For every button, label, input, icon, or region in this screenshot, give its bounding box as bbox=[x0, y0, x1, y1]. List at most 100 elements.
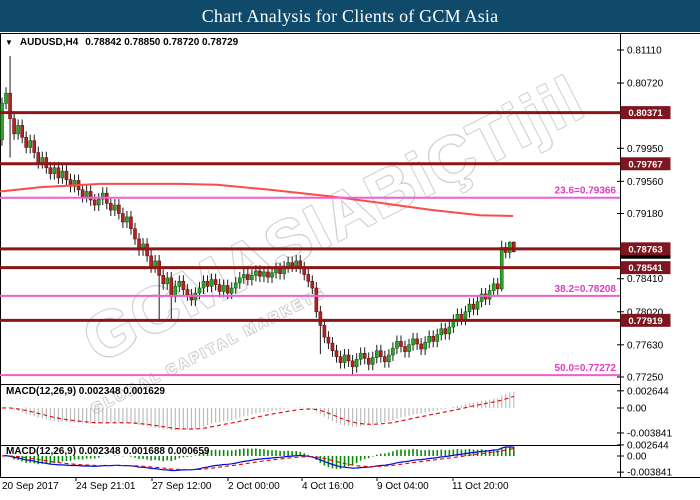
candle-body bbox=[362, 352, 367, 359]
macd1-signal-line bbox=[1, 395, 514, 430]
ohlc-values: 0.78842 0.78850 0.78720 0.78729 bbox=[85, 37, 239, 48]
fib-label: 23.6=0.79366 bbox=[555, 186, 617, 197]
candle-body bbox=[16, 125, 20, 135]
candle-body bbox=[205, 280, 210, 287]
candle-body bbox=[338, 356, 343, 363]
candle-body bbox=[318, 311, 323, 326]
candle-body bbox=[427, 336, 431, 343]
candle-body bbox=[125, 216, 129, 223]
level-price-tag-label: 0.80371 bbox=[628, 108, 663, 119]
candle-body bbox=[177, 280, 182, 287]
candle-body bbox=[88, 191, 93, 201]
candle-body bbox=[189, 294, 194, 301]
candle-body bbox=[80, 189, 85, 197]
candle-body bbox=[439, 328, 444, 335]
candle-body bbox=[133, 228, 137, 240]
symbol-dropdown-icon[interactable]: ▼ bbox=[5, 38, 13, 47]
candle-body bbox=[20, 125, 24, 138]
candle-body bbox=[342, 354, 347, 363]
candle-body bbox=[92, 199, 97, 206]
candle-body bbox=[411, 338, 415, 346]
candle-body bbox=[475, 301, 480, 310]
candle-body bbox=[197, 287, 202, 294]
candle-body bbox=[8, 92, 12, 119]
candle-body bbox=[4, 92, 8, 104]
candle-body bbox=[40, 157, 45, 163]
candle-body bbox=[491, 283, 496, 291]
candle-body bbox=[250, 275, 254, 280]
time-axis-label: 11 Oct 20:00 bbox=[452, 481, 509, 492]
level-price-tag-label: 0.77919 bbox=[628, 316, 662, 327]
candle-body bbox=[467, 303, 472, 313]
candle-body bbox=[149, 255, 153, 268]
time-axis-label: 24 Sep 21:01 bbox=[76, 481, 136, 492]
level-price-tag-label: 0.78541 bbox=[628, 263, 663, 274]
macd1-tick-label: 0.00 bbox=[627, 404, 647, 415]
candle-body bbox=[471, 303, 476, 310]
level-price-tag bbox=[620, 157, 671, 171]
candle-body bbox=[391, 347, 395, 356]
candle-body bbox=[330, 342, 335, 352]
candle-body bbox=[346, 354, 351, 362]
macd2-main-line bbox=[1, 446, 514, 472]
symbol-label: AUDUSD,H4 bbox=[19, 37, 79, 48]
candle-body bbox=[399, 341, 403, 347]
price-tick-label: 0.79950 bbox=[627, 144, 664, 155]
candle-body bbox=[229, 287, 234, 294]
candle-body bbox=[435, 334, 440, 342]
moving-average-line bbox=[0, 182, 514, 217]
candle-body bbox=[0, 103, 4, 141]
candle-body bbox=[350, 360, 355, 368]
page-title: Chart Analysis for Clients of GCM Asia bbox=[201, 5, 499, 26]
time-axis-label: 4 Oct 16:00 bbox=[302, 481, 354, 492]
candle-body bbox=[383, 356, 387, 363]
candle-body bbox=[495, 283, 500, 290]
candle-body bbox=[113, 204, 117, 211]
macd1-tick-label: -0.003841 bbox=[627, 428, 672, 439]
time-axis-label: 2 Oct 00:00 bbox=[228, 481, 280, 492]
price-tick-label: 0.79180 bbox=[627, 209, 664, 220]
candle-body bbox=[459, 314, 464, 320]
candle-body bbox=[129, 216, 133, 230]
candle-body bbox=[407, 344, 411, 352]
macd2-tick-label: -0.003841 bbox=[627, 468, 672, 479]
candle-body bbox=[48, 167, 53, 174]
candle-body bbox=[64, 170, 69, 180]
candle-body bbox=[487, 290, 492, 300]
fib-label: 38.2=0.78208 bbox=[555, 284, 617, 295]
level-price-tag bbox=[620, 106, 671, 120]
candle-body bbox=[512, 241, 516, 253]
fib-label: 50.0=0.77272 bbox=[555, 363, 617, 374]
candle-body bbox=[294, 260, 298, 267]
candle-body bbox=[395, 341, 399, 349]
candle-body bbox=[56, 167, 61, 179]
candle-body bbox=[12, 118, 16, 135]
candle-body bbox=[201, 280, 206, 289]
candle-body bbox=[209, 279, 214, 287]
candle-body bbox=[233, 282, 238, 289]
time-axis-label: 9 Oct 04:00 bbox=[377, 481, 429, 492]
candle-body bbox=[258, 270, 262, 277]
candle-body bbox=[278, 268, 282, 274]
price-tick-label: 0.78020 bbox=[627, 307, 664, 318]
candle-body bbox=[266, 271, 270, 278]
candle-body bbox=[117, 204, 121, 214]
candle-body bbox=[370, 357, 375, 365]
candle-body bbox=[217, 284, 222, 292]
candle-body bbox=[109, 203, 113, 211]
macd2-label: MACD(12,26,9) 0.002348 0.001688 0.000659 bbox=[6, 446, 210, 457]
candle-body bbox=[423, 341, 427, 350]
candle-body bbox=[415, 338, 419, 345]
candle-body bbox=[274, 268, 278, 274]
candle-body bbox=[358, 352, 363, 360]
candle-body bbox=[326, 336, 331, 344]
candle-body bbox=[507, 241, 512, 253]
macd1-label: MACD(12,26,9) 0.002348 0.001629 bbox=[6, 386, 165, 397]
candle-body bbox=[100, 192, 105, 200]
time-axis-label: 27 Sep 12:00 bbox=[152, 481, 212, 492]
candle-body bbox=[237, 277, 242, 284]
price-tick-label: 0.78410 bbox=[627, 274, 664, 285]
candle-body bbox=[334, 350, 339, 357]
